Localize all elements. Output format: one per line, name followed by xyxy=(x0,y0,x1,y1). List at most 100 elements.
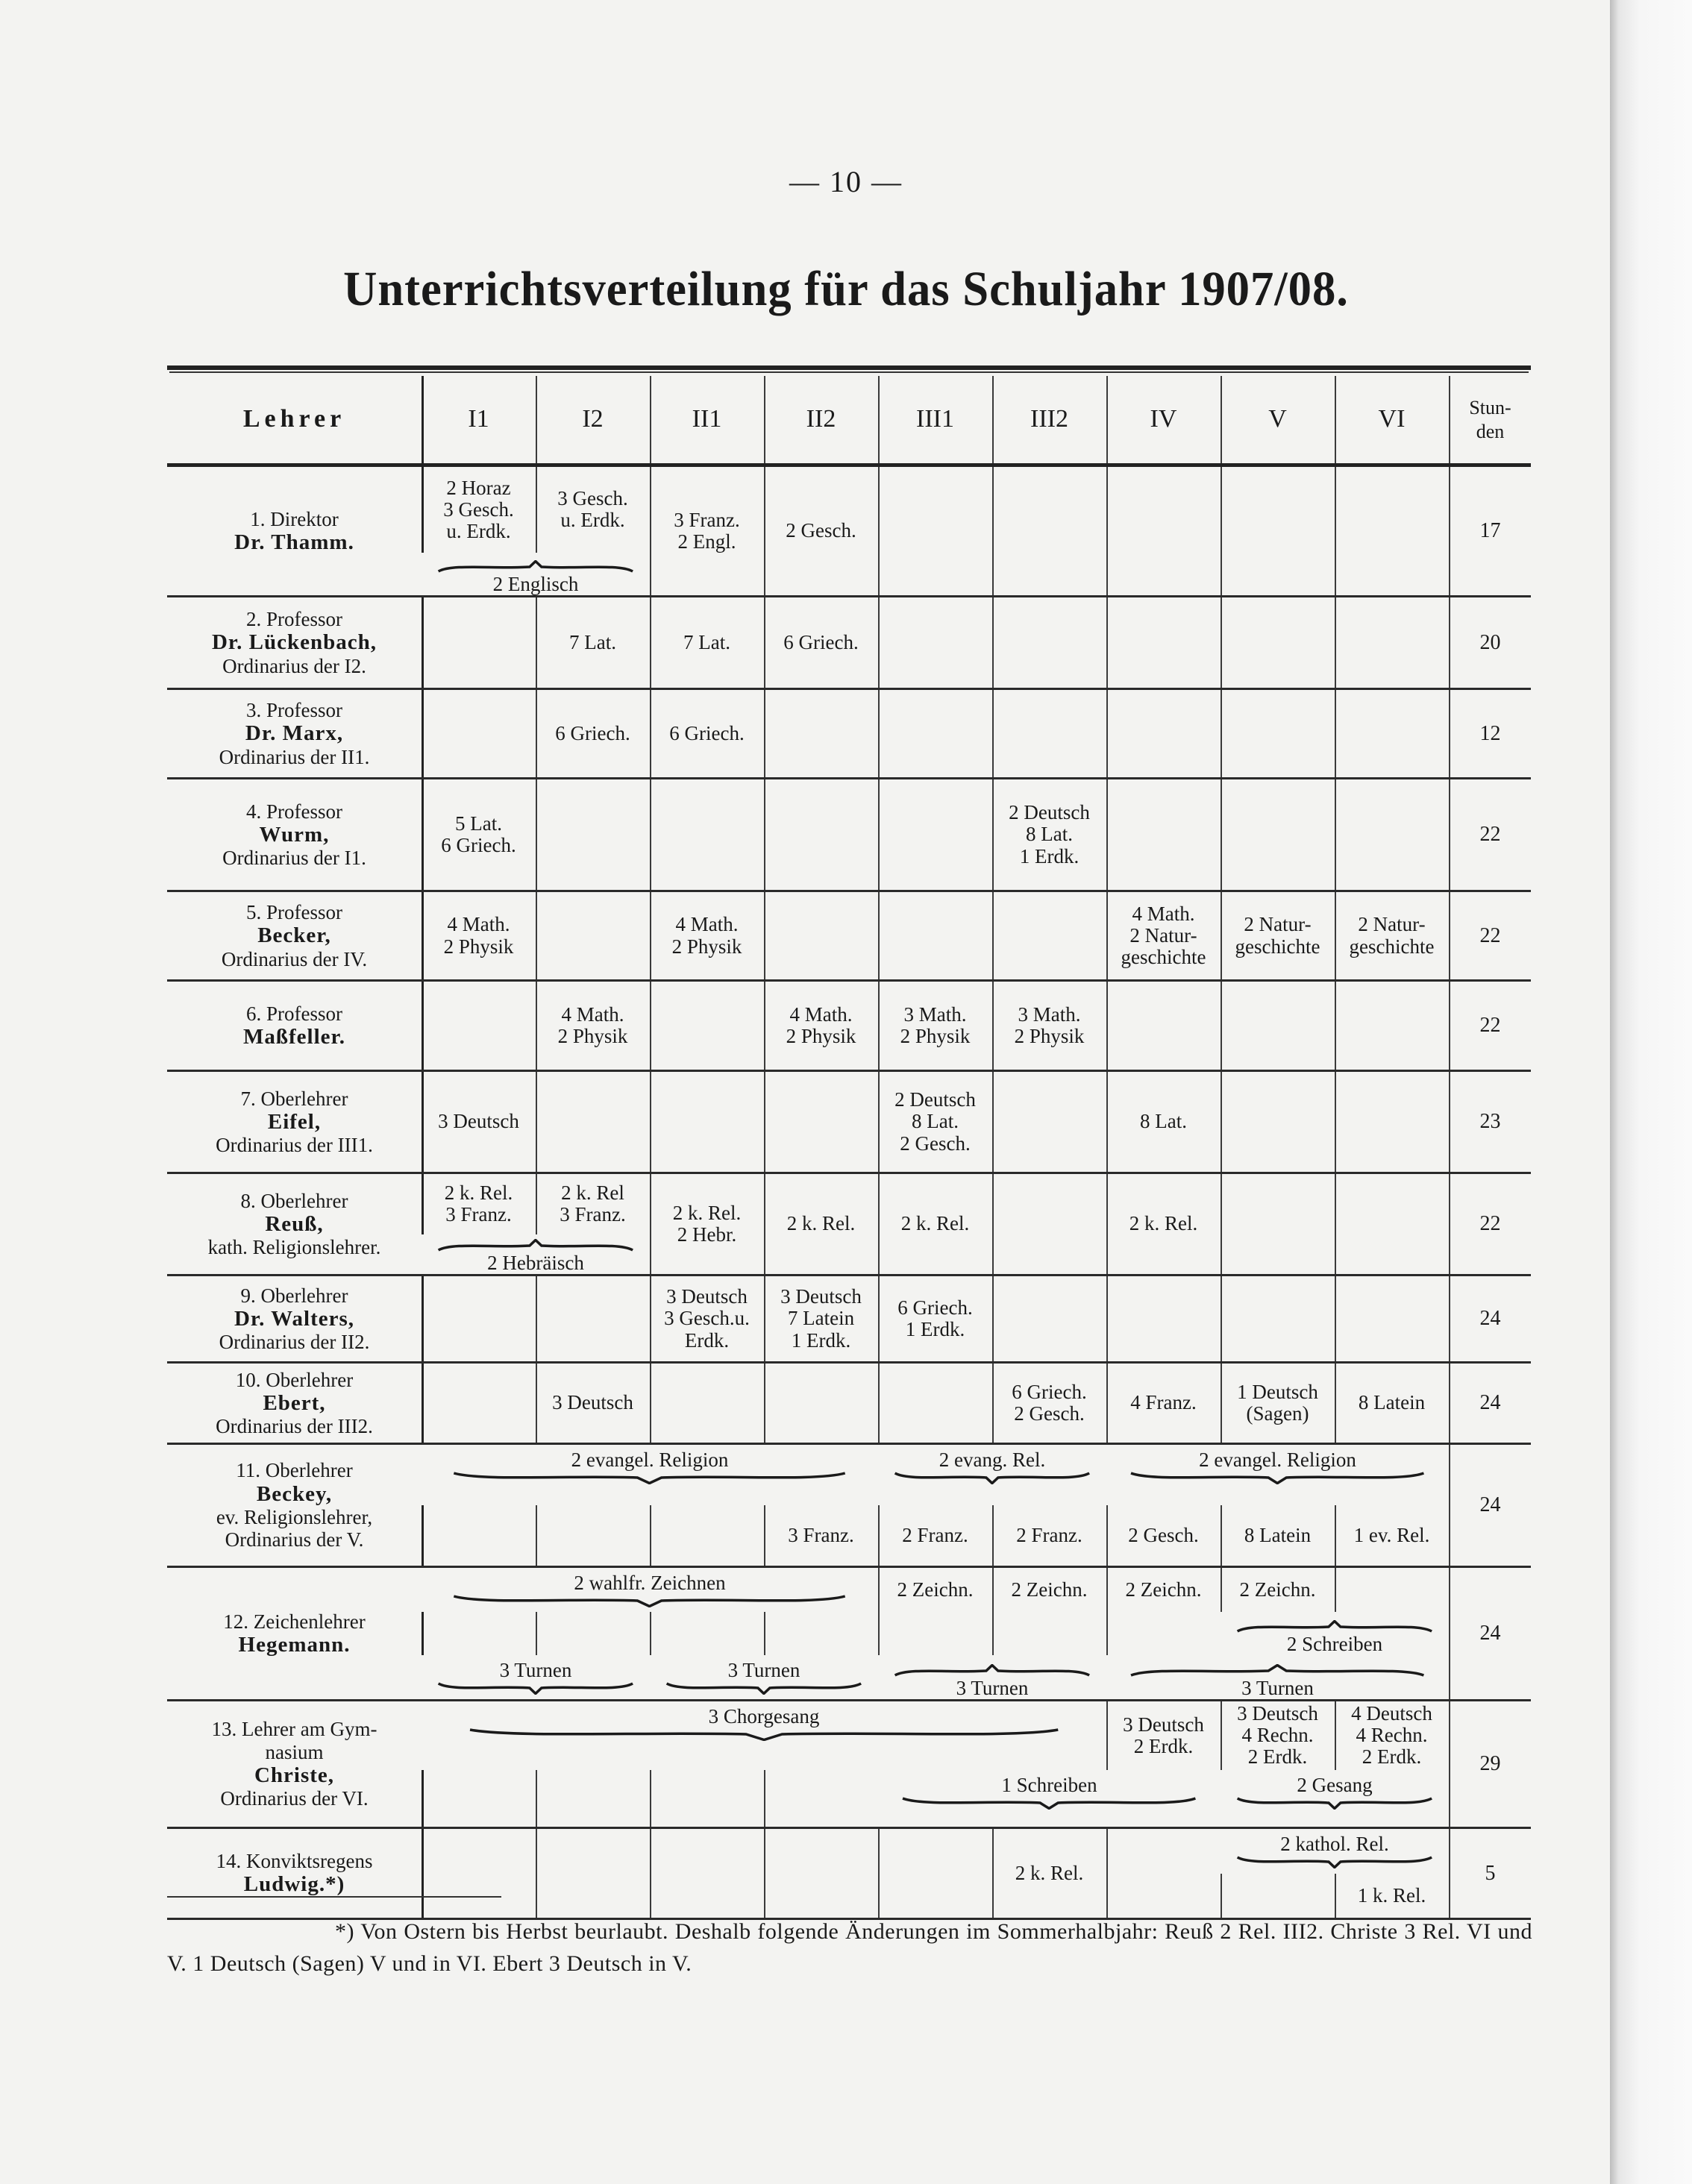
curly-brace-icon xyxy=(1128,1664,1426,1678)
lesson-cell: 3 Deutsch xyxy=(438,1110,519,1133)
lesson-text: 3 Chorgesang xyxy=(708,1705,820,1728)
column-divider xyxy=(1335,1276,1449,1361)
curly-brace-icon xyxy=(1128,1471,1426,1484)
lesson-cell: 4 Math. 2 Natur- geschichte xyxy=(1121,902,1206,969)
column-divider xyxy=(878,1174,992,1274)
lesson-cell: 2 Franz. xyxy=(902,1523,968,1546)
column-divider xyxy=(1449,690,1532,777)
column-divider xyxy=(1449,1701,1532,1827)
teacher-line: Ordinarius der I1. xyxy=(222,847,366,870)
teacher-name: 4. Professor Wurm, Ordinarius der I1. xyxy=(167,779,422,890)
teacher-name: 12. Zeichenlehrer Hegemann. xyxy=(167,1568,422,1699)
column-divider xyxy=(1335,1174,1449,1274)
hours-total: 20 xyxy=(1479,630,1501,654)
lesson-cell: 2 Hebräisch xyxy=(422,1234,650,1274)
column-divider xyxy=(650,982,764,1070)
column-divider xyxy=(1449,597,1532,688)
curly-brace-icon xyxy=(900,1796,1198,1810)
column-divider xyxy=(650,690,764,777)
column-divider xyxy=(1335,376,1449,463)
column-divider xyxy=(992,779,1106,890)
footnote-rule xyxy=(167,1896,501,1898)
lesson-cell: 2 wahlfr. Zeichnen xyxy=(422,1568,878,1612)
curly-brace-icon xyxy=(450,1471,849,1484)
lesson-cell: 2 Deutsch 8 Lat. 1 Erdk. xyxy=(1009,801,1090,867)
lesson-cell: 2 evangel. Religion xyxy=(422,1445,878,1505)
column-divider xyxy=(878,467,992,595)
lesson-cell: 2 Gesch. xyxy=(1128,1523,1199,1546)
column-divider xyxy=(1221,467,1335,595)
lesson-text: 2 Englisch xyxy=(492,572,579,595)
column-divider xyxy=(650,1276,764,1361)
lesson-text: 2 evangel. Religion xyxy=(571,1449,729,1471)
lesson-cell: 2 evangel. Religion xyxy=(1106,1445,1449,1505)
teacher-line: Ordinarius der II2. xyxy=(219,1331,370,1354)
curly-brace-icon xyxy=(436,560,635,574)
table-row: 10. Oberlehrer Ebert, Ordinarius der III2.… xyxy=(167,1361,1531,1443)
column-divider xyxy=(878,1364,992,1443)
page-title: Unterrichtsverteilung für das Schuljahr … xyxy=(343,262,1349,316)
teacher-surname: Wurm, xyxy=(259,822,330,847)
column-divider xyxy=(992,1174,1106,1274)
column-divider xyxy=(764,1364,878,1443)
column-divider xyxy=(650,467,764,595)
column-divider xyxy=(1335,1445,1449,1566)
curly-brace-icon xyxy=(893,1471,1091,1484)
lesson-cell: 3 Franz. 2 Engl. xyxy=(674,508,740,553)
column-divider xyxy=(1449,467,1532,595)
column-divider xyxy=(878,1276,992,1361)
lesson-cell: 4 Math. 2 Physik xyxy=(557,1002,628,1047)
curly-brace-icon xyxy=(893,1664,1091,1678)
column-divider xyxy=(650,892,764,979)
lesson-cell: 3 Gesch. u. Erdk. xyxy=(557,487,628,532)
lesson-cell: 2 evang. Rel. xyxy=(878,1445,1106,1505)
lesson-cell: 4 Math. 2 Physik xyxy=(443,913,514,958)
column-divider xyxy=(536,779,650,890)
column-divider xyxy=(422,982,536,1070)
column-divider xyxy=(878,779,992,890)
teacher-name: 7. Oberlehrer Eifel, Ordinarius der III1. xyxy=(167,1072,422,1172)
column-divider xyxy=(536,892,650,979)
curly-brace-icon xyxy=(1235,1620,1434,1634)
column-divider xyxy=(764,1445,878,1566)
lesson-cell: 2 Deutsch 8 Lat. 2 Gesch. xyxy=(894,1088,976,1155)
teacher-line: 6. Professor xyxy=(246,1002,342,1025)
column-divider xyxy=(536,1829,650,1918)
teacher-line: 7. Oberlehrer xyxy=(240,1087,348,1110)
teacher-surname: Maßfeller. xyxy=(243,1024,345,1049)
column-divider xyxy=(1106,1174,1221,1274)
column-divider xyxy=(1335,1072,1449,1172)
lesson-cell: 8 Latein xyxy=(1244,1523,1312,1546)
column-divider xyxy=(536,1568,650,1699)
column-divider xyxy=(1335,982,1449,1070)
table-row: 13. Lehrer am Gym-nasium Christe, Ordinari… xyxy=(167,1699,1531,1827)
lesson-cell: 6 Griech. xyxy=(783,630,859,653)
teacher-surname: Dr. Thamm. xyxy=(234,530,354,554)
column-divider xyxy=(1335,892,1449,979)
column-divider xyxy=(992,1364,1106,1443)
table-row: 9. Oberlehrer Dr. Walters, Ordinarius der … xyxy=(167,1274,1531,1361)
lesson-cell: 3 Math. 2 Physik xyxy=(900,1002,971,1047)
column-divider xyxy=(764,1072,878,1172)
lesson-cell: 6 Griech. 1 Erdk. xyxy=(897,1296,973,1340)
column-divider xyxy=(422,1276,536,1361)
column-divider xyxy=(1335,467,1449,595)
table-row: 5. Professor Becker, Ordinarius der IV. 4 M… xyxy=(167,890,1531,979)
lesson-text: 3 Turnen xyxy=(1241,1676,1314,1699)
lesson-text: 3 Turnen xyxy=(727,1659,800,1682)
column-divider xyxy=(764,892,878,979)
column-divider xyxy=(422,597,536,688)
column-divider xyxy=(1221,779,1335,890)
column-divider xyxy=(1221,597,1335,688)
lesson-cell: 5 Lat. 6 Griech. xyxy=(441,812,516,856)
lesson-cell: 2 Zeichn. xyxy=(897,1578,974,1601)
lesson-cell: 3 Deutsch 3 Gesch.u. Erdk. xyxy=(664,1285,750,1352)
hours-total: 12 xyxy=(1479,721,1501,745)
teacher-line: 5. Professor xyxy=(246,901,342,924)
lesson-cell: 3 Deutsch 2 Erdk. xyxy=(1123,1713,1204,1757)
column-divider xyxy=(536,1364,650,1443)
column-divider xyxy=(1449,1364,1532,1443)
table-row: 7. Oberlehrer Eifel, Ordinarius der III1. 3… xyxy=(167,1070,1531,1172)
lesson-cell: 1 ev. Rel. xyxy=(1353,1523,1430,1546)
column-divider xyxy=(422,1364,536,1443)
